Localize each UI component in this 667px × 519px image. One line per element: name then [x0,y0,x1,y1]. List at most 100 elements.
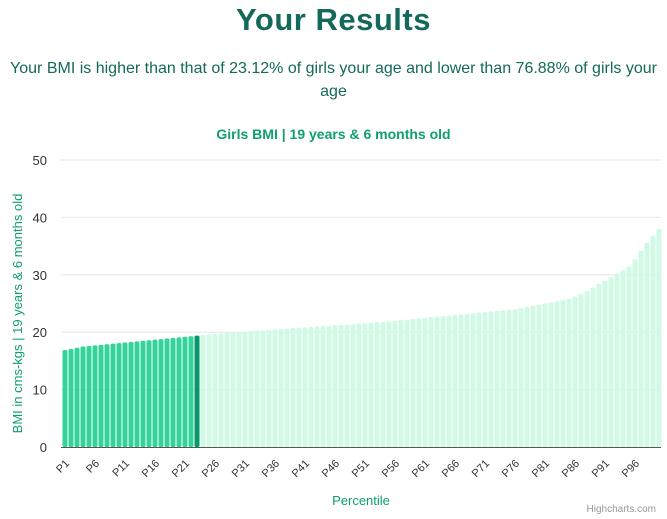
y-tick-label: 50 [33,153,47,168]
bar-p21 [182,336,188,447]
x-tick-label: P61 [410,458,432,480]
bar-p98 [644,242,650,447]
bar-p45 [326,325,332,447]
bar-p64 [440,316,446,447]
bar-p42 [308,327,314,447]
x-tick-label: P51 [350,458,372,480]
bar-p56 [392,320,398,447]
bar-p52 [368,322,374,447]
x-tick-label: P41 [290,458,312,480]
x-tick-label: P96 [620,458,642,480]
x-tick-label: P16 [140,458,162,480]
bar-p70 [476,312,482,447]
x-tick-label: P71 [470,458,492,480]
bar-p69 [470,313,476,447]
bar-p73 [494,310,500,447]
bar-p61 [422,317,428,447]
bar-p67 [458,314,464,447]
y-tick-label: 20 [33,325,47,340]
bar-p83 [554,301,560,447]
bar-p96 [632,259,638,447]
bar-p19 [170,337,176,447]
bar-p65 [446,315,452,447]
bar-p68 [464,313,470,447]
bar-p74 [500,310,506,447]
y-tick-label: 30 [33,268,47,283]
bar-p13 [134,341,140,447]
x-tick-label: P21 [170,458,192,480]
bar-p15 [146,340,152,447]
bar-p62 [428,317,434,447]
bar-p54 [380,321,386,447]
bar-p100 [656,228,662,447]
y-tick-label: 40 [33,210,47,225]
bar-p47 [338,325,344,447]
bar-p75 [506,309,512,447]
y-tick-label: 0 [40,440,47,455]
x-axis-title: Percentile [332,493,390,508]
bar-p25 [206,334,212,447]
bar-p29 [230,332,236,447]
bar-p28 [224,332,230,447]
x-tick-label: P31 [230,458,252,480]
bar-p5 [86,345,92,447]
bar-p35 [266,329,272,447]
bar-p94 [620,270,626,447]
bar-p34 [260,330,266,447]
bar-p30 [236,331,242,447]
bar-p36 [272,329,278,447]
bar-p99 [650,235,656,447]
bar-p78 [524,306,530,447]
bar-p76 [512,309,518,447]
x-tick-label: P76 [500,458,522,480]
y-tick-label: 10 [33,383,47,398]
bar-p92 [608,277,614,447]
bar-p97 [638,250,644,447]
bar-p37 [278,329,284,447]
bar-p55 [386,321,392,447]
bar-p66 [452,314,458,447]
bar-p81 [542,303,548,447]
bar-p41 [302,327,308,447]
bar-p23 [194,335,200,447]
bar-p95 [626,266,632,447]
bar-p43 [314,326,320,447]
result-summary: Your BMI is higher than that of 23.12% o… [10,60,657,100]
bar-p86 [572,296,578,447]
bar-p57 [398,320,404,447]
bar-p14 [140,340,146,447]
bar-p84 [560,300,566,447]
bar-p11 [122,342,128,447]
bar-p4 [80,346,86,447]
bar-p38 [284,328,290,447]
bar-p7 [98,344,104,447]
bar-p63 [434,316,440,447]
bar-p85 [566,298,572,447]
x-tick-label: P26 [200,458,222,480]
bar-p87 [578,293,584,447]
bar-p93 [614,273,620,447]
bar-p77 [518,308,524,447]
bar-p20 [176,337,182,447]
bar-p59 [410,319,416,447]
x-tick-label: P86 [560,458,582,480]
credits-link[interactable]: Highcharts.com [586,504,656,515]
bar-p80 [536,304,542,447]
chart-title: Girls BMI | 19 years & 6 months old [216,126,451,142]
bar-p51 [362,323,368,447]
x-tick-label: P56 [380,458,402,480]
bar-p40 [296,327,302,447]
bar-p9 [110,343,116,447]
bar-p22 [188,336,194,447]
x-tick-label: P46 [320,458,342,480]
bar-p10 [116,343,122,447]
x-tick-label: P66 [440,458,462,480]
bar-p39 [290,328,296,447]
bar-p91 [602,280,608,447]
bar-p49 [350,324,356,447]
bar-p26 [212,333,218,447]
bar-p1 [62,349,68,447]
x-tick-label: P6 [84,458,102,476]
bar-p18 [164,338,170,447]
